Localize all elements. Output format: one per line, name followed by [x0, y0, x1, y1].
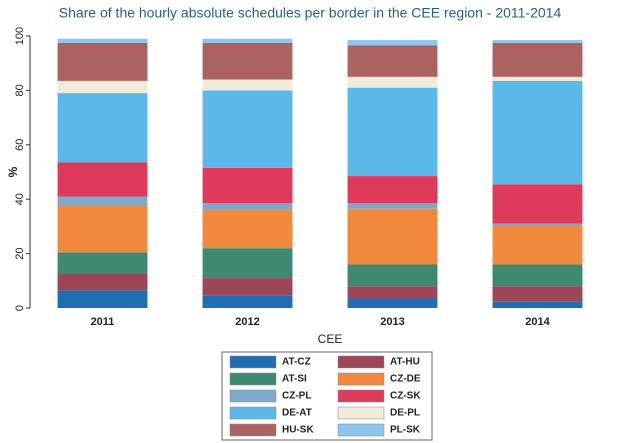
- y-tick-label: 60: [14, 139, 26, 151]
- x-axis-label: CEE: [318, 332, 343, 346]
- legend-label: AT-SI: [282, 374, 307, 385]
- bar-segment: [347, 298, 438, 308]
- legend-label: AT-HU: [390, 357, 420, 368]
- bar-segment: [492, 80, 583, 185]
- y-tick-label: 100: [14, 27, 26, 45]
- bar-segment: [202, 210, 293, 249]
- bar-segment: [347, 208, 438, 265]
- legend-label: CZ-DE: [390, 374, 421, 385]
- legend-swatch: [229, 406, 277, 420]
- bar-segment: [57, 252, 148, 274]
- legend-swatch: [229, 423, 277, 437]
- bar-segment: [492, 223, 583, 226]
- bar-segment: [202, 79, 293, 91]
- chart-title: Share of the hourly absolute schedules p…: [59, 5, 562, 21]
- legend-label: CZ-PL: [282, 391, 311, 402]
- y-tick-label: 20: [14, 247, 26, 259]
- bar-segment: [57, 38, 148, 43]
- bar-segment: [347, 176, 438, 204]
- bar-segment: [202, 248, 293, 279]
- bar-segment: [347, 87, 438, 177]
- bar-segment: [492, 301, 583, 308]
- legend-swatch: [229, 389, 277, 403]
- y-tick-label: 80: [14, 84, 26, 96]
- y-axis-label: %: [6, 166, 20, 177]
- bar-segment: [202, 90, 293, 168]
- bar-segment: [347, 45, 438, 77]
- bar-segment: [492, 76, 583, 81]
- bar-segment: [347, 264, 438, 287]
- bar-segment: [347, 76, 438, 88]
- bar-segment: [57, 42, 148, 81]
- legend-label: AT-CZ: [282, 357, 311, 368]
- bar-segment: [57, 196, 148, 206]
- legend-label: PL-SK: [390, 425, 421, 436]
- legend-label: DE-PL: [390, 408, 420, 419]
- y-tick-label: 40: [14, 193, 26, 205]
- bar-segment: [202, 278, 293, 296]
- legend-swatch: [229, 355, 277, 369]
- bar-segment: [492, 264, 583, 287]
- bar-segment: [57, 93, 148, 163]
- legend-swatch: [337, 355, 385, 369]
- legend-swatch: [229, 372, 277, 386]
- bar-segment: [57, 274, 148, 291]
- legend-label: DE-AT: [282, 408, 312, 419]
- bar-segment: [57, 162, 148, 197]
- legend-swatch: [337, 423, 385, 437]
- bar-segment: [202, 295, 293, 308]
- bar-segment: [202, 42, 293, 80]
- x-tick-label: 2012: [235, 316, 259, 328]
- bar-segment: [57, 80, 148, 94]
- legend-swatch: [337, 406, 385, 420]
- legend-swatch: [337, 389, 385, 403]
- legend-swatch: [337, 372, 385, 386]
- legend-label: HU-SK: [282, 425, 314, 436]
- x-tick-label: 2011: [91, 316, 115, 328]
- bar-segment: [202, 203, 293, 211]
- bar-segment: [202, 38, 293, 43]
- x-tick-label: 2014: [525, 316, 550, 328]
- bar-segment: [347, 40, 438, 46]
- legend-label: CZ-SK: [390, 391, 421, 402]
- legend-box: [221, 351, 433, 441]
- bar-segment: [492, 184, 583, 224]
- bar-segment: [492, 40, 583, 43]
- bar-segment: [57, 206, 148, 253]
- bar-segment: [202, 167, 293, 204]
- bar-segment: [492, 42, 583, 77]
- bar-segment: [492, 225, 583, 265]
- bar-segment: [492, 286, 583, 302]
- bar-segment: [57, 290, 148, 308]
- bar-segment: [347, 203, 438, 209]
- x-tick-label: 2013: [380, 316, 404, 328]
- y-tick-label: 0: [14, 305, 26, 311]
- bar-segment: [347, 286, 438, 299]
